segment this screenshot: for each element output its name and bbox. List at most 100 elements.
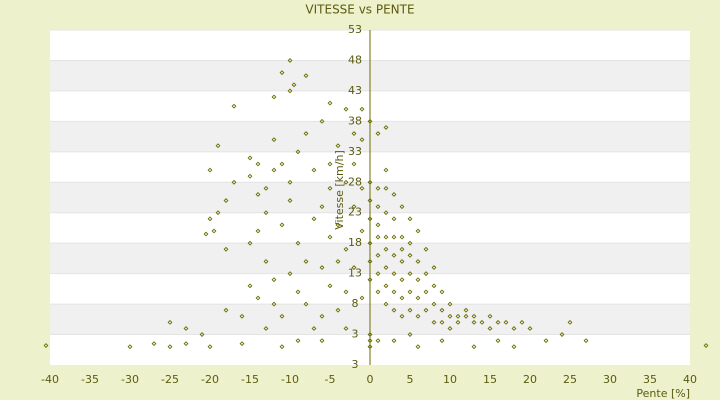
x-tick-label: -15 xyxy=(241,373,259,386)
point xyxy=(359,228,365,234)
point xyxy=(399,204,405,210)
x-tick-label: 10 xyxy=(443,373,457,386)
point xyxy=(407,332,413,337)
point xyxy=(311,326,317,331)
point xyxy=(431,283,437,289)
point xyxy=(399,234,405,240)
x-tick-label: -10 xyxy=(281,373,299,386)
y-tick-label: 38 xyxy=(348,114,362,127)
point xyxy=(367,344,373,350)
point xyxy=(247,240,253,246)
point xyxy=(215,143,221,149)
point xyxy=(383,234,389,240)
point xyxy=(367,179,373,185)
point xyxy=(295,240,301,246)
y-axis-label: Vitesse [km/h] xyxy=(333,150,346,230)
point xyxy=(335,222,341,228)
point xyxy=(463,307,469,313)
point xyxy=(183,326,189,331)
point xyxy=(447,326,453,331)
point xyxy=(255,161,261,167)
point xyxy=(291,82,297,88)
point xyxy=(215,210,221,216)
x-tick-label: -35 xyxy=(81,373,99,386)
point xyxy=(239,313,245,319)
point xyxy=(375,185,381,191)
point xyxy=(543,338,549,344)
point xyxy=(271,137,277,143)
y-tick-label: 18 xyxy=(348,236,362,249)
point xyxy=(263,259,269,264)
point xyxy=(287,271,293,277)
point xyxy=(319,338,325,344)
point xyxy=(279,161,285,167)
point xyxy=(511,344,517,350)
point xyxy=(383,167,389,173)
point xyxy=(415,277,421,283)
point xyxy=(495,338,501,344)
point xyxy=(375,338,381,344)
point xyxy=(287,88,293,94)
y-tick-label: 23 xyxy=(348,206,362,219)
y-tick-label: 33 xyxy=(348,145,362,158)
point xyxy=(319,265,325,270)
point xyxy=(439,319,445,325)
point xyxy=(43,343,49,348)
point xyxy=(375,252,381,258)
point xyxy=(439,289,445,295)
point xyxy=(703,343,709,348)
x-tick-label: 15 xyxy=(483,373,497,386)
point xyxy=(255,295,261,301)
point xyxy=(375,222,381,228)
point xyxy=(303,301,309,307)
point xyxy=(271,94,277,100)
point xyxy=(327,283,333,289)
x-tick-label: -30 xyxy=(121,373,139,386)
point xyxy=(415,259,421,264)
x-axis-label: Pente [%] xyxy=(636,387,690,400)
point xyxy=(359,185,365,191)
point xyxy=(351,131,357,136)
point xyxy=(211,228,217,234)
point xyxy=(399,246,405,252)
point xyxy=(519,319,525,325)
point xyxy=(391,192,397,197)
point xyxy=(183,341,189,347)
point xyxy=(447,301,453,307)
point xyxy=(295,149,301,155)
point xyxy=(391,307,397,313)
point xyxy=(247,173,253,179)
point xyxy=(263,185,269,191)
point xyxy=(367,338,373,344)
point xyxy=(127,344,133,350)
point xyxy=(383,125,389,130)
point xyxy=(359,295,365,301)
point xyxy=(431,319,437,325)
point xyxy=(391,234,397,240)
y-tick-label: 48 xyxy=(348,53,362,66)
point xyxy=(311,216,317,222)
point xyxy=(471,344,477,350)
point xyxy=(423,289,429,295)
point xyxy=(343,246,349,252)
point xyxy=(223,307,229,313)
point xyxy=(439,338,445,344)
point xyxy=(407,289,413,295)
point xyxy=(319,204,325,210)
point xyxy=(503,319,509,325)
point xyxy=(391,338,397,344)
point xyxy=(399,277,405,283)
point xyxy=(327,100,333,106)
point xyxy=(383,265,389,270)
point xyxy=(335,307,341,313)
point xyxy=(303,259,309,264)
point xyxy=(527,326,533,331)
point xyxy=(279,313,285,319)
point xyxy=(471,313,477,319)
point xyxy=(407,252,413,258)
point xyxy=(383,210,389,216)
point xyxy=(367,216,373,222)
point xyxy=(399,313,405,319)
point xyxy=(367,259,373,264)
